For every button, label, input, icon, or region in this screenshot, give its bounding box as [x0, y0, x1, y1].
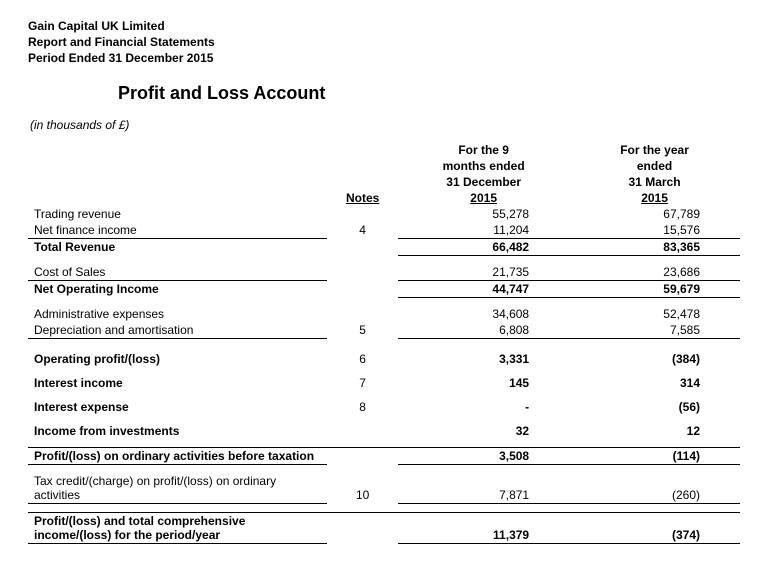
p2: 12: [569, 423, 740, 439]
p1: 3,508: [398, 447, 569, 464]
note: [327, 447, 398, 464]
note: [327, 264, 398, 281]
p2: (374): [569, 512, 740, 543]
row-interest-expense: Interest expense 8 - (56): [28, 399, 740, 415]
p2: 67,789: [569, 206, 740, 222]
col-header-row-4: Notes 2015 2015: [28, 190, 740, 206]
p1-h2: months ended: [398, 158, 569, 174]
note: 8: [327, 399, 398, 415]
p1: 3,331: [398, 351, 569, 367]
p1: 11,379: [398, 512, 569, 543]
p2: (384): [569, 351, 740, 367]
row-admin-expenses: Administrative expenses 34,608 52,478: [28, 306, 740, 322]
label: Tax credit/(charge) on profit/(loss) on …: [28, 473, 327, 504]
note: 7: [327, 375, 398, 391]
row-net-operating-income: Net Operating Income 44,747 59,679: [28, 280, 740, 297]
label: Net Operating Income: [28, 280, 327, 297]
p2-h1: For the year: [569, 142, 740, 158]
p2: 59,679: [569, 280, 740, 297]
p2: 23,686: [569, 264, 740, 281]
header-line-3: Period Ended 31 December 2015: [28, 50, 740, 66]
p1: 32: [398, 423, 569, 439]
p1: 55,278: [398, 206, 569, 222]
p2: 314: [569, 375, 740, 391]
row-interest-income: Interest income 7 145 314: [28, 375, 740, 391]
p1: 34,608: [398, 306, 569, 322]
p1: -: [398, 399, 569, 415]
label: Interest expense: [28, 399, 327, 415]
header-line-1: Gain Capital UK Limited: [28, 18, 740, 34]
label: Operating profit/(loss): [28, 351, 327, 367]
label: Cost of Sales: [28, 264, 327, 281]
note: 4: [327, 222, 398, 239]
row-trading-revenue: Trading revenue 55,278 67,789: [28, 206, 740, 222]
p2: 7,585: [569, 322, 740, 339]
p1: 66,482: [398, 238, 569, 255]
label: Administrative expenses: [28, 306, 327, 322]
note: [327, 512, 398, 543]
label: Income from investments: [28, 423, 327, 439]
row-income-from-investments: Income from investments 32 12: [28, 423, 740, 439]
row-tax: Tax credit/(charge) on profit/(loss) on …: [28, 473, 740, 504]
header-line-2: Report and Financial Statements: [28, 34, 740, 50]
p2: (56): [569, 399, 740, 415]
col-header-row-3: 31 December 31 March: [28, 174, 740, 190]
note: [327, 423, 398, 439]
note: [327, 306, 398, 322]
note: 6: [327, 351, 398, 367]
row-total-comprehensive-income: Profit/(loss) and total comprehensive in…: [28, 512, 740, 543]
p2: (260): [569, 473, 740, 504]
doc-header: Gain Capital UK Limited Report and Finan…: [28, 18, 740, 67]
pl-table: For the 9 For the year months ended ende…: [28, 142, 740, 544]
units-note: (in thousands of £): [30, 118, 740, 132]
note: [327, 238, 398, 255]
row-net-finance-income: Net finance income 4 11,204 15,576: [28, 222, 740, 239]
p2-h3: 31 March: [569, 174, 740, 190]
row-operating-profit: Operating profit/(loss) 6 3,331 (384): [28, 351, 740, 367]
notes-header: Notes: [327, 190, 398, 206]
p2-h2: ended: [569, 158, 740, 174]
col-header-row-1: For the 9 For the year: [28, 142, 740, 158]
note: 10: [327, 473, 398, 504]
p1-h4: 2015: [398, 190, 569, 206]
p1: 11,204: [398, 222, 569, 239]
p2-h4: 2015: [569, 190, 740, 206]
row-depreciation: Depreciation and amortisation 5 6,808 7,…: [28, 322, 740, 339]
p1-h1: For the 9: [398, 142, 569, 158]
label: Total Revenue: [28, 238, 327, 255]
p2: 52,478: [569, 306, 740, 322]
note: [327, 280, 398, 297]
p1: 7,871: [398, 473, 569, 504]
row-total-revenue: Total Revenue 66,482 83,365: [28, 238, 740, 255]
row-profit-before-tax: Profit/(loss) on ordinary activities bef…: [28, 447, 740, 464]
page-title: Profit and Loss Account: [118, 83, 740, 104]
p1-h3: 31 December: [398, 174, 569, 190]
p1: 6,808: [398, 322, 569, 339]
p1: 21,735: [398, 264, 569, 281]
row-cost-of-sales: Cost of Sales 21,735 23,686: [28, 264, 740, 281]
label: Profit/(loss) and total comprehensive in…: [28, 512, 327, 543]
label: Profit/(loss) on ordinary activities bef…: [28, 447, 327, 464]
label: Depreciation and amortisation: [28, 322, 327, 339]
label: Net finance income: [28, 222, 327, 239]
p2: 83,365: [569, 238, 740, 255]
p1: 44,747: [398, 280, 569, 297]
p1: 145: [398, 375, 569, 391]
label: Trading revenue: [28, 206, 327, 222]
label: Interest income: [28, 375, 327, 391]
p2: 15,576: [569, 222, 740, 239]
col-header-row-2: months ended ended: [28, 158, 740, 174]
note: 5: [327, 322, 398, 339]
p2: (114): [569, 447, 740, 464]
note: [327, 206, 398, 222]
